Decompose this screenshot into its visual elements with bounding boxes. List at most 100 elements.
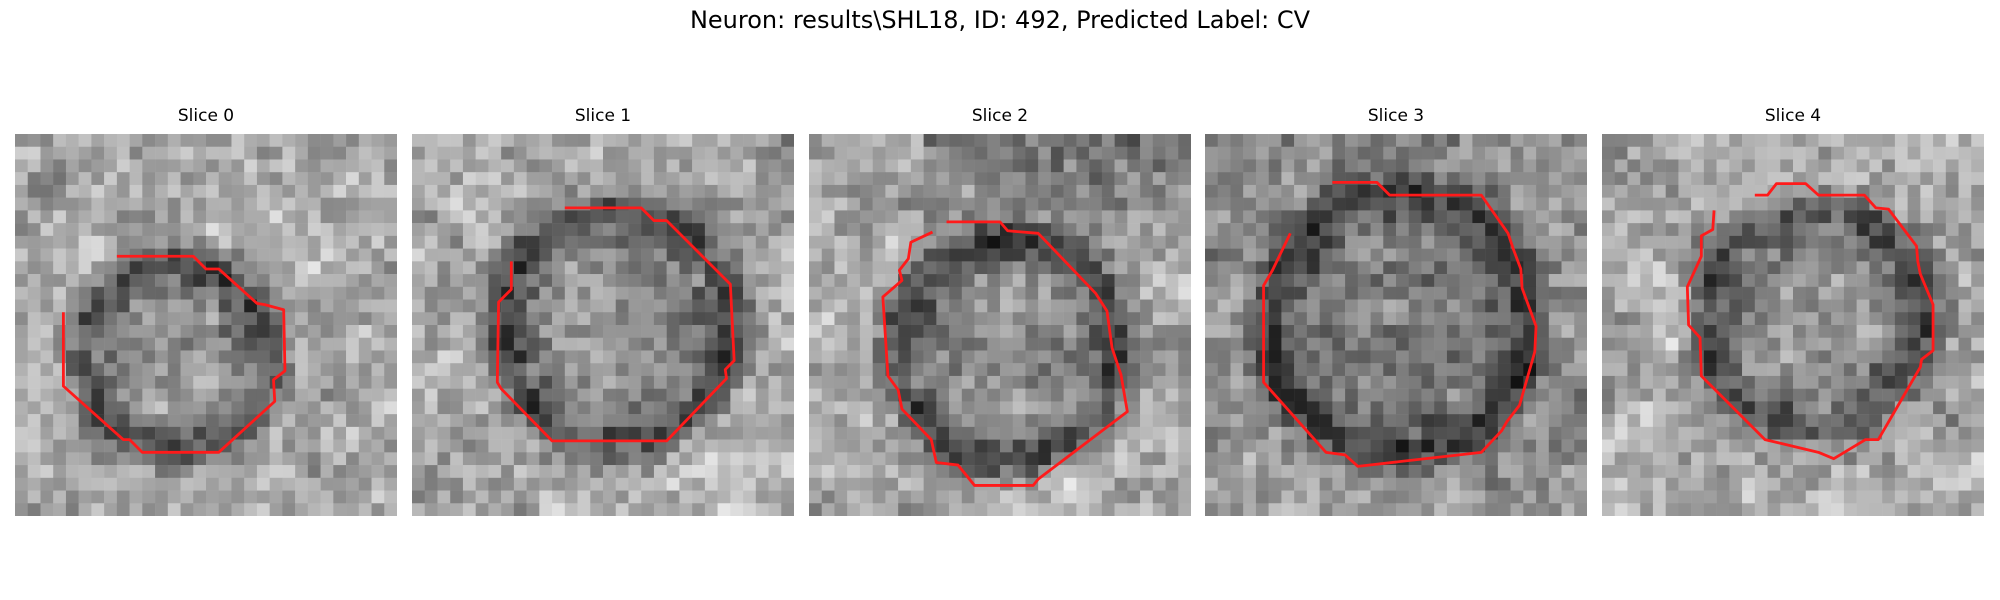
pixel <box>809 299 822 313</box>
pixel <box>384 490 397 504</box>
pixel <box>1396 401 1409 415</box>
pixel <box>1767 312 1781 326</box>
pixel <box>743 299 757 313</box>
pixel <box>1485 388 1499 402</box>
pixel <box>847 248 861 262</box>
pixel <box>1843 146 1857 160</box>
pixel <box>628 312 642 326</box>
pixel <box>15 350 28 364</box>
pixel <box>872 401 886 415</box>
pixel <box>1574 286 1587 300</box>
pixel <box>910 172 924 186</box>
pixel <box>1548 426 1562 440</box>
pixel <box>1408 299 1422 313</box>
pixel <box>653 414 667 428</box>
pixel <box>206 503 219 516</box>
pixel <box>40 439 54 453</box>
pixel <box>692 375 706 389</box>
pixel <box>974 465 988 479</box>
pixel <box>577 159 591 173</box>
pixel <box>628 465 642 479</box>
pixel <box>1255 223 1269 237</box>
pixel <box>15 235 28 249</box>
pixel <box>987 286 1001 300</box>
pixel <box>526 223 540 237</box>
pixel <box>564 490 578 504</box>
pixel <box>743 184 757 198</box>
pixel <box>1856 465 1870 479</box>
pixel <box>898 426 912 440</box>
pixel <box>704 375 718 389</box>
pixel <box>91 452 105 466</box>
pixel <box>1205 223 1218 237</box>
pixel <box>269 350 283 364</box>
pixel <box>1332 197 1346 211</box>
pixel <box>15 388 28 402</box>
pixel <box>1319 477 1333 491</box>
pixel <box>1729 477 1743 491</box>
pixel <box>1691 503 1705 516</box>
pixel <box>1025 375 1039 389</box>
pixel <box>704 477 718 491</box>
pixel <box>488 197 502 211</box>
pixel <box>936 401 950 415</box>
pixel <box>488 223 502 237</box>
pixel <box>269 388 283 402</box>
pixel <box>307 375 321 389</box>
pixel <box>15 134 28 147</box>
pixel <box>1614 337 1628 351</box>
pixel <box>412 274 425 288</box>
pixel <box>1742 465 1756 479</box>
pixel <box>1152 134 1166 147</box>
pixel <box>1370 465 1384 479</box>
pixel <box>116 503 130 516</box>
pixel <box>949 503 963 516</box>
pixel <box>371 197 385 211</box>
pixel <box>679 490 693 504</box>
pixel <box>333 426 347 440</box>
pixel <box>116 414 130 428</box>
pixel <box>768 172 782 186</box>
pixel <box>974 223 988 237</box>
pixel <box>450 299 464 313</box>
pixel <box>653 490 667 504</box>
pixel <box>847 490 861 504</box>
pixel <box>307 235 321 249</box>
pixel <box>1421 401 1435 415</box>
slice-image <box>1205 134 1587 516</box>
pixel <box>1370 414 1384 428</box>
pixel <box>1434 426 1448 440</box>
pixel <box>513 312 527 326</box>
pixel <box>885 184 899 198</box>
pixel <box>167 235 181 249</box>
pixel <box>1281 197 1295 211</box>
pixel <box>1319 286 1333 300</box>
pixel <box>949 439 963 453</box>
pixel <box>821 414 835 428</box>
pixel <box>475 503 489 516</box>
pixel <box>269 274 283 288</box>
pixel <box>1548 452 1562 466</box>
pixel <box>1831 146 1845 160</box>
pixel <box>1678 452 1692 466</box>
pixel <box>526 172 540 186</box>
pixel <box>1089 465 1103 479</box>
pixel <box>27 146 41 160</box>
pixel <box>872 146 886 160</box>
pixel <box>1548 274 1562 288</box>
pixel <box>1678 337 1692 351</box>
pixel <box>65 350 79 364</box>
pixel <box>1754 299 1768 313</box>
pixel <box>704 274 718 288</box>
pixel <box>949 401 963 415</box>
pixel <box>1434 134 1448 147</box>
pixel <box>692 350 706 364</box>
pixel <box>1831 210 1845 224</box>
pixel <box>1178 439 1191 453</box>
pixel <box>1485 134 1499 147</box>
pixel <box>1089 439 1103 453</box>
pixel <box>1831 172 1845 186</box>
pixel <box>1408 146 1422 160</box>
pixel <box>1767 401 1781 415</box>
pixel <box>755 503 769 516</box>
